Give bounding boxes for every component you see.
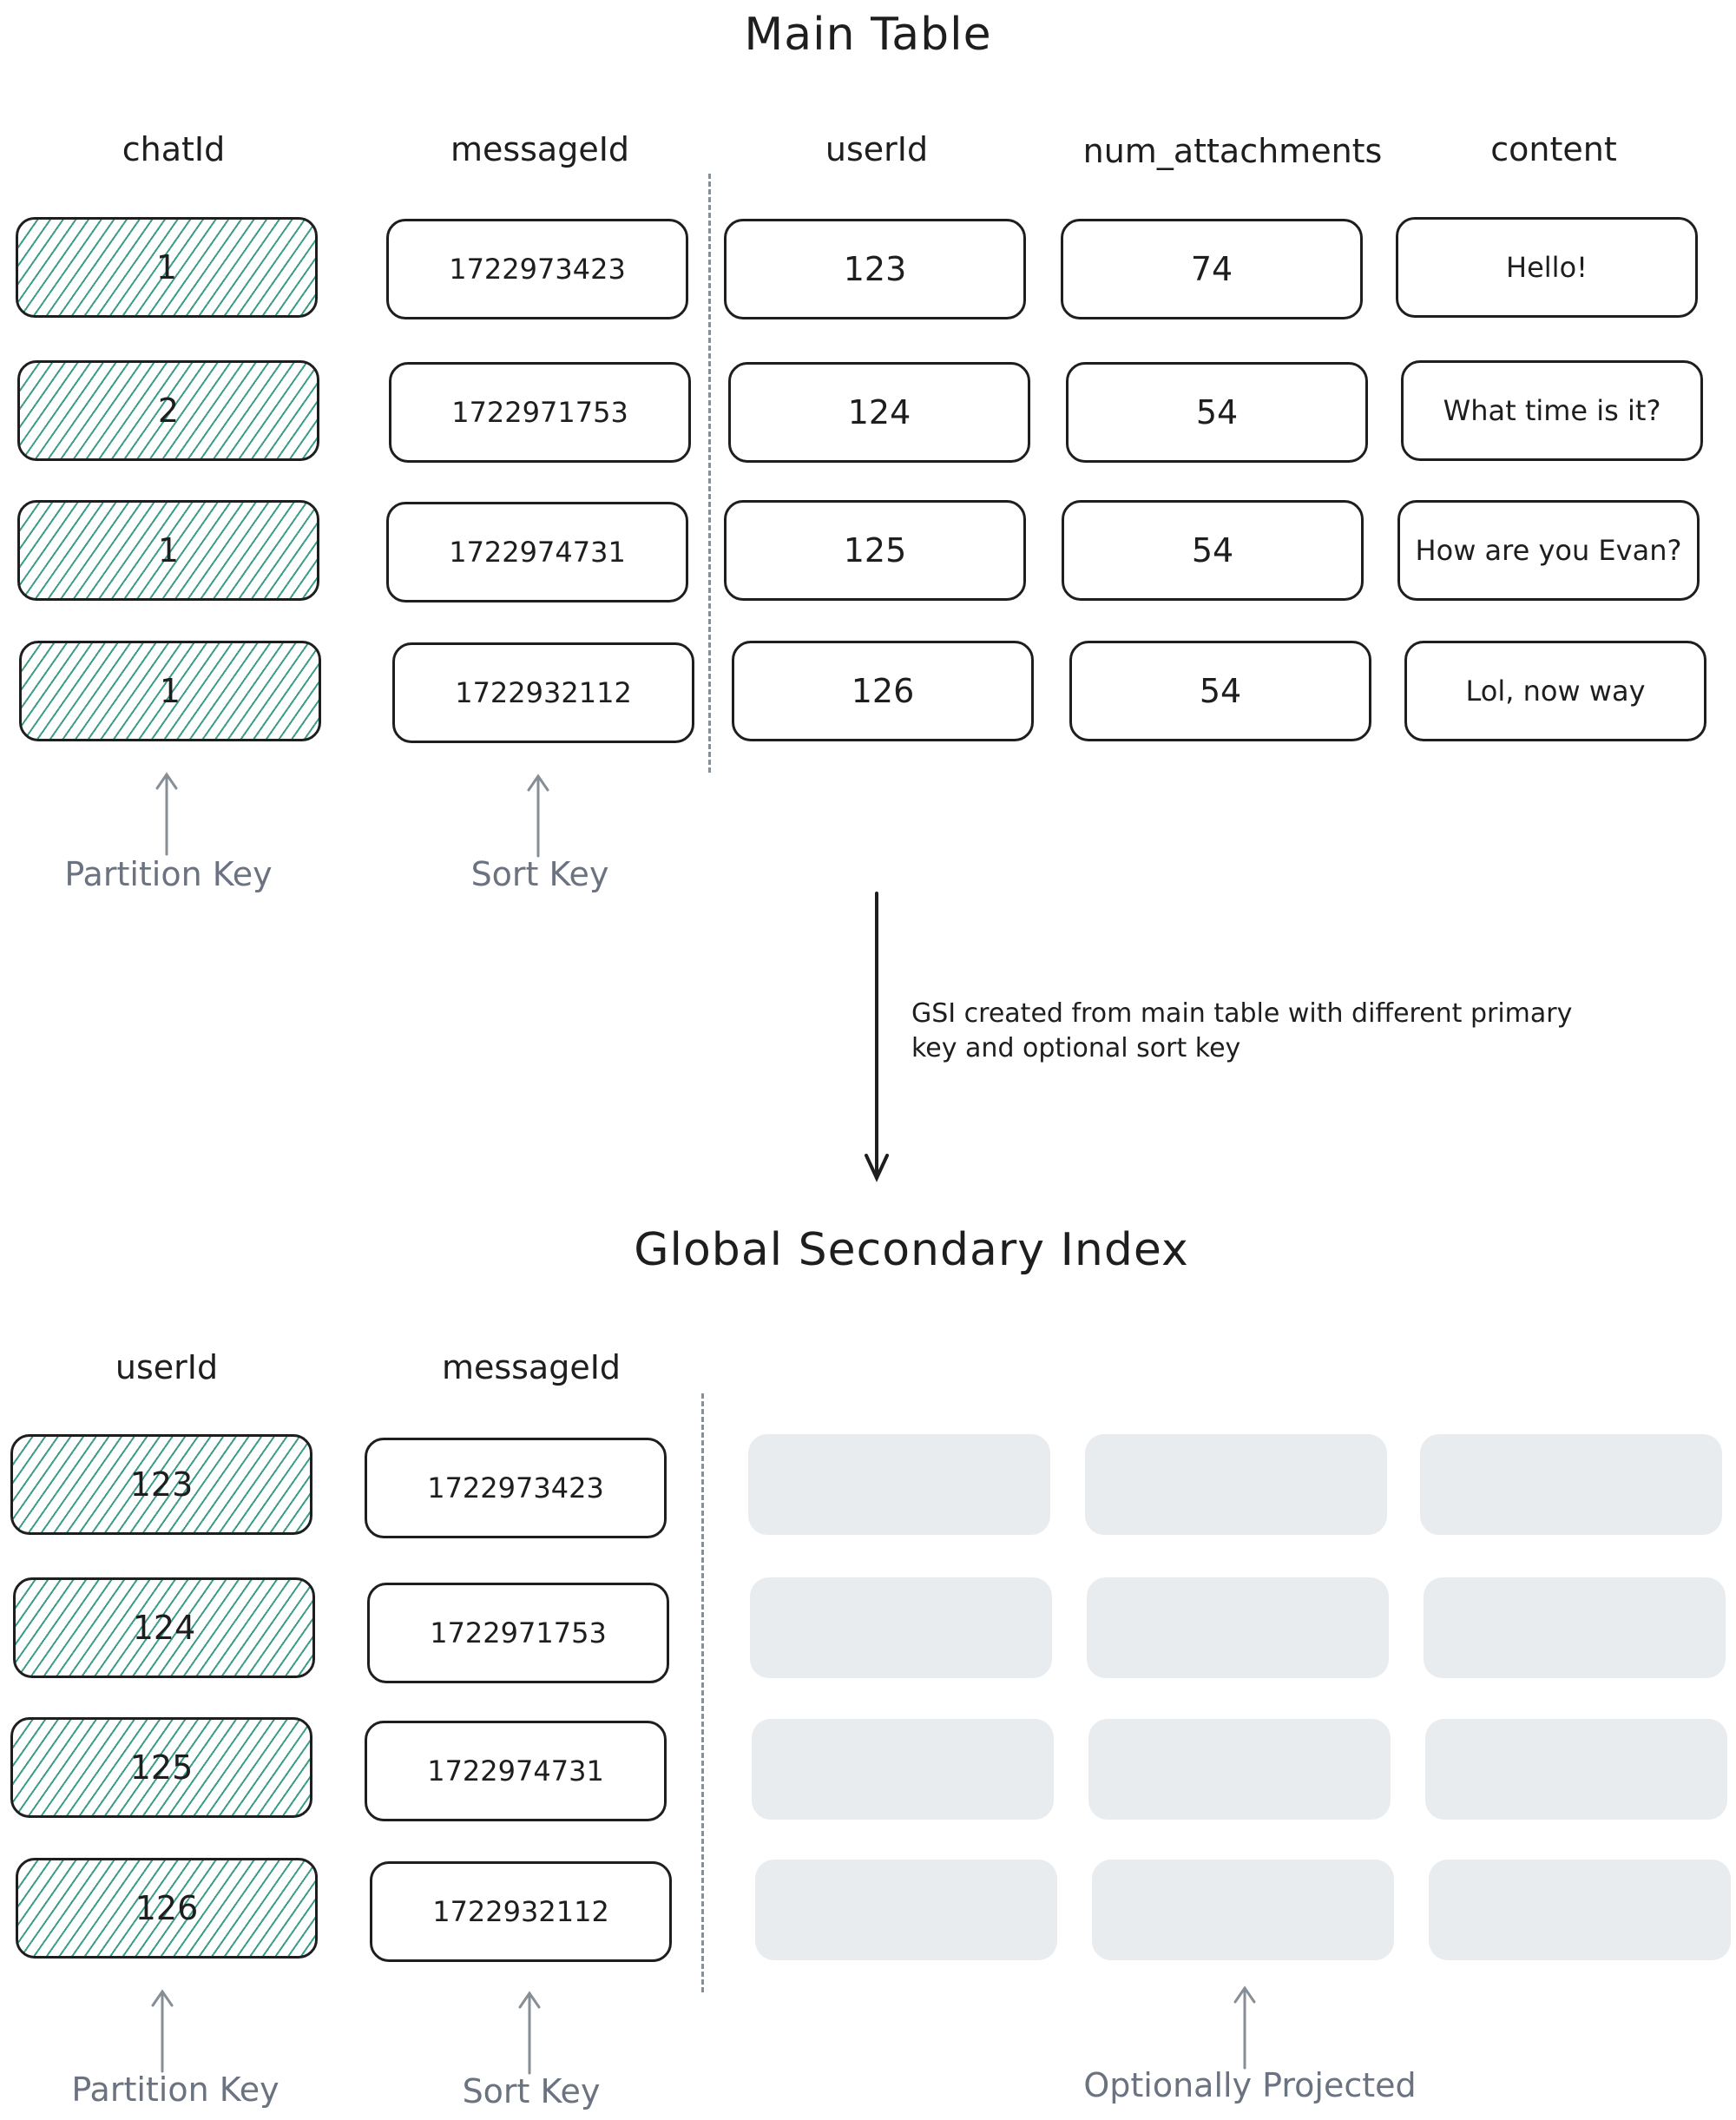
gsi-cell-messageid-row-3: 1722974731 [365,1721,667,1821]
gsi-note-line-2: key and optional sort key [911,1033,1241,1063]
gsi-partition-key-label: Partition Key [71,2071,279,2109]
projected-cell [1424,1577,1726,1678]
cell-userid-row-1: 123 [724,219,1026,319]
main-table-key-divider [708,174,711,773]
projected-cell [1087,1577,1389,1678]
gsi-note: GSI created from main table with differe… [911,997,1693,1066]
header-messageid: messageId [450,130,630,168]
gsi-sort-key-arrow [518,1991,541,2075]
header-userid: userId [825,130,929,168]
main-table-title: Main Table [744,9,992,61]
cell-attachments-row-3: 54 [1062,500,1364,601]
transition-arrow [865,892,889,1182]
projected-cell [748,1434,1050,1535]
projected-cell [1085,1434,1387,1535]
sort-key-arrow [527,774,549,858]
cell-attachments-row-1: 74 [1061,219,1363,319]
cell-attachments-row-4: 54 [1069,641,1371,741]
sort-key-label: Sort Key [470,855,609,893]
projected-arrow [1233,1985,1256,2070]
partition-key-label: Partition Key [64,855,273,893]
cell-content-row-4: Lol, now way [1404,641,1706,741]
gsi-cell-userid-row-4: 126 [16,1858,318,1959]
cell-messageid-row-4: 1722932112 [392,642,694,743]
partition-key-arrow [155,772,178,856]
gsi-cell-userid-row-1: 123 [10,1434,312,1535]
gsi-cell-userid-row-2: 124 [13,1577,315,1678]
gsi-cell-messageid-row-2: 1722971753 [367,1583,669,1683]
cell-content-row-3: How are you Evan? [1397,500,1700,601]
projected-cell [1429,1860,1731,1960]
projected-cell [1088,1719,1391,1820]
gsi-cell-messageid-row-4: 1722932112 [370,1861,672,1962]
cell-userid-row-2: 124 [728,362,1030,463]
cell-userid-row-4: 126 [732,641,1034,741]
projected-cell [750,1577,1052,1678]
gsi-note-line-1: GSI created from main table with differe… [911,998,1573,1029]
projected-cell [1420,1434,1722,1535]
header-content: content [1490,130,1617,168]
cell-messageid-row-1: 1722973423 [386,219,688,319]
gsi-sort-key-label: Sort Key [462,2072,601,2110]
gsi-header-messageid: messageId [441,1348,621,1386]
cell-messageid-row-2: 1722971753 [389,362,691,463]
cell-messageid-row-3: 1722974731 [386,502,688,602]
gsi-header-userid: userId [115,1348,219,1386]
gsi-key-divider [701,1393,704,1992]
projected-label: Optionally Projected [1083,2066,1417,2104]
cell-content-row-2: What time is it? [1401,360,1703,461]
cell-chatid-row-3: 1 [17,500,319,601]
cell-userid-row-3: 125 [724,500,1026,601]
cell-chatid-row-4: 1 [19,641,321,741]
projected-cell [1425,1719,1727,1820]
header-num-attachments: num_attachments [1082,132,1383,170]
cell-attachments-row-2: 54 [1066,362,1368,463]
cell-chatid-row-1: 1 [16,217,318,318]
cell-content-row-1: Hello! [1396,217,1698,318]
cell-chatid-row-2: 2 [17,360,319,461]
gsi-cell-userid-row-3: 125 [10,1717,312,1818]
gsi-partition-key-arrow [151,1989,174,2073]
gsi-title: Global Secondary Index [634,1224,1189,1276]
projected-cell [755,1860,1057,1960]
gsi-cell-messageid-row-1: 1722973423 [365,1438,667,1538]
header-chatid: chatId [122,130,226,168]
projected-cell [1092,1860,1394,1960]
projected-cell [752,1719,1054,1820]
